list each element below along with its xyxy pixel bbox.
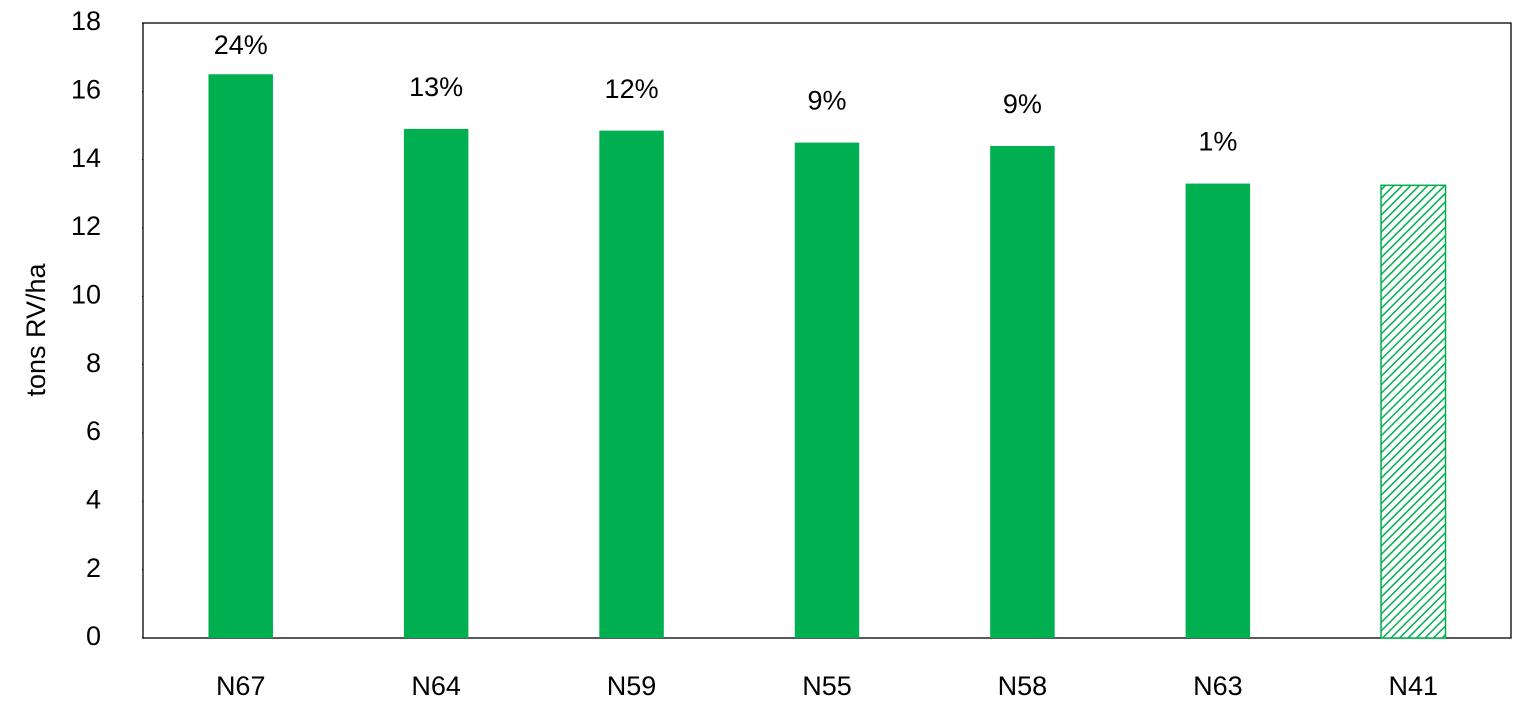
y-tick-label: 14 — [71, 143, 101, 173]
bar-annotation: 12% — [605, 74, 659, 104]
y-tick-label: 6 — [86, 416, 101, 446]
y-tick-label: 8 — [86, 348, 101, 378]
bar — [208, 74, 273, 638]
y-tick-label: 12 — [71, 211, 101, 241]
y-axis-label: tons RV/ha — [21, 262, 51, 396]
x-tick-label: N58 — [998, 671, 1048, 701]
y-tick-label: 16 — [71, 74, 101, 104]
x-tick-label: N67 — [216, 671, 266, 701]
y-tick-label: 2 — [86, 553, 101, 583]
bar — [1185, 183, 1251, 639]
y-tick-label: 0 — [86, 621, 101, 651]
x-tick-label: N55 — [802, 671, 852, 701]
bar — [990, 146, 1055, 638]
x-tick-label: N63 — [1193, 671, 1243, 701]
x-tick-label: N64 — [411, 671, 461, 701]
x-tick-label: N59 — [607, 671, 657, 701]
bar-annotation: 24% — [214, 30, 268, 60]
bar — [1380, 184, 1447, 639]
bar — [403, 128, 469, 638]
bar-annotation: 1% — [1198, 127, 1237, 157]
bar-annotation: 9% — [807, 86, 846, 116]
x-tick-label: N41 — [1389, 671, 1439, 701]
y-tick-label: 10 — [71, 279, 101, 309]
bar — [599, 130, 664, 638]
y-tick-label: 18 — [71, 6, 101, 36]
bar-annotation: 13% — [409, 72, 463, 102]
bar-annotation: 9% — [1003, 89, 1042, 119]
y-tick-label: 4 — [86, 484, 101, 514]
bar — [794, 142, 860, 639]
